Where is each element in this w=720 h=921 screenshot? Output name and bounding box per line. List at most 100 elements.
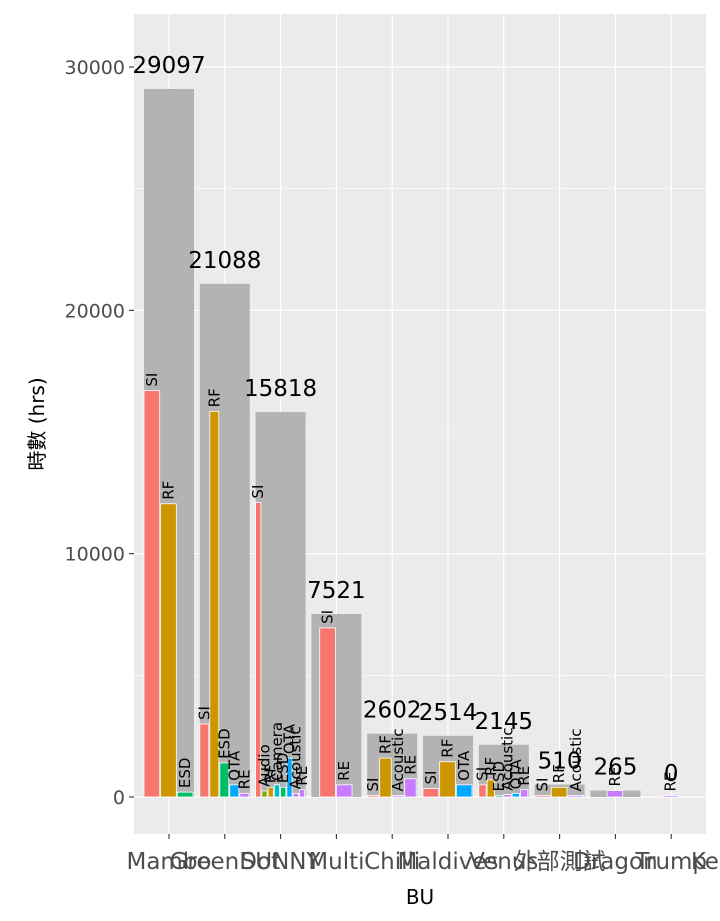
breakdown-label: RF xyxy=(160,481,178,500)
breakdown-label: Acoustic xyxy=(389,728,407,791)
breakdown-bar-camera xyxy=(273,784,281,798)
breakdown-bar-rf xyxy=(486,779,495,798)
breakdown-bar-si xyxy=(255,502,262,798)
x-tick-label: Dragon xyxy=(573,849,658,875)
breakdown-bar-ota xyxy=(286,757,293,798)
breakdown-bar-rf xyxy=(550,786,568,798)
breakdown-bar-re xyxy=(239,792,250,798)
total-label: 2145 xyxy=(475,709,534,735)
breakdown-label: RF xyxy=(482,757,500,776)
breakdown-label: RE xyxy=(335,761,353,781)
breakdown-bar-rf xyxy=(267,786,274,798)
breakdown-label: SI xyxy=(533,778,551,792)
breakdown-bar-si xyxy=(319,627,336,798)
x-tick-label: 外部測試 xyxy=(514,849,606,875)
breakdown-bar-acoustic xyxy=(391,795,405,798)
breakdown-bar-si xyxy=(534,795,551,798)
breakdown-bar-esd xyxy=(176,791,194,798)
breakdown-bar-acoustic xyxy=(503,794,512,798)
breakdown-bar-rf xyxy=(439,761,456,798)
x-tick-label: SUNNY xyxy=(241,849,322,875)
breakdown-label: RE xyxy=(606,767,624,787)
breakdown-label: SI xyxy=(364,778,382,792)
breakdown-label: ESD xyxy=(176,758,194,789)
breakdown-bar-si xyxy=(199,723,210,798)
total-label: 21088 xyxy=(188,248,261,274)
breakdown-bar-re xyxy=(298,789,306,798)
breakdown-label: Camera xyxy=(268,722,286,781)
x-tick-label: GreenDot xyxy=(170,849,280,875)
breakdown-label: Acoustic xyxy=(287,726,305,789)
y-axis: 0 10000 20000 30000 xyxy=(65,57,134,809)
breakdown-label: RF xyxy=(439,739,457,758)
y-tick-label: 20000 xyxy=(65,300,125,322)
breakdown-label: RE xyxy=(662,772,680,792)
breakdown-label: ESD xyxy=(274,753,292,784)
breakdown-label: SI xyxy=(473,767,491,781)
breakdown-bar-audio xyxy=(261,790,268,798)
total-bar xyxy=(255,412,306,797)
breakdown-label: SI xyxy=(422,771,440,785)
breakdown-label: RF xyxy=(550,764,568,783)
breakdown-bar-re xyxy=(520,789,529,798)
breakdown-label: SI xyxy=(319,610,337,624)
breakdown-bar-rf xyxy=(209,410,220,798)
total-label: 2514 xyxy=(419,700,478,726)
breakdown-label: SI xyxy=(143,373,161,387)
breakdown-bar-rf xyxy=(160,503,177,798)
x-tick-label: Venus xyxy=(469,849,538,875)
breakdown-label: SI xyxy=(195,706,213,720)
total-label: 510 xyxy=(538,749,582,775)
breakdown-label: RF xyxy=(376,735,394,754)
breakdown-label: ESD xyxy=(215,728,233,759)
total-label: 7521 xyxy=(307,578,366,604)
y-tick-label: 10000 xyxy=(65,544,125,566)
breakdown-label: OTA xyxy=(225,750,243,781)
x-tick-label: Multi xyxy=(308,849,364,875)
breakdown-label: OTA xyxy=(507,759,525,790)
y-tick-label: 30000 xyxy=(65,57,125,79)
x-tick-label: Kernel xyxy=(691,849,720,875)
breakdown-labels: SIRFESDSIRFESDOTARESIAudioRFCameraESDOTA… xyxy=(143,373,680,792)
total-bar xyxy=(199,283,250,798)
breakdown-label: ESD xyxy=(490,761,508,792)
breakdown-bar-si xyxy=(366,795,380,798)
breakdown-label: Acoustic xyxy=(498,728,516,791)
breakdown-label: RE xyxy=(235,769,253,789)
breakdown-bar-esd xyxy=(219,762,230,798)
breakdown-label: RF xyxy=(205,388,223,407)
breakdown-bar-re xyxy=(662,795,679,798)
x-tick-label: Chilli xyxy=(364,849,420,875)
breakdown-bar-rf xyxy=(379,757,392,798)
breakdown-label: OTA xyxy=(455,750,473,781)
breakdown-bar-si xyxy=(422,788,440,798)
y-tick-label: 0 xyxy=(113,787,125,809)
breakdown-label: RF xyxy=(262,764,280,783)
total-label: 29097 xyxy=(132,53,205,79)
x-tick-label: Maldives xyxy=(397,849,498,875)
total-label: 2602 xyxy=(363,698,422,724)
x-tick-label: Trump xyxy=(634,849,707,875)
y-axis-title: 時數 (hrs) xyxy=(25,377,49,470)
breakdown-label: RE xyxy=(293,766,311,786)
breakdown-bar-esd xyxy=(280,786,287,798)
breakdown-bar-esd xyxy=(495,795,504,798)
breakdown-label: SI xyxy=(249,485,267,499)
breakdown-label: OTA xyxy=(280,723,298,754)
total-label: 0 xyxy=(664,761,679,787)
x-axis-title: BU xyxy=(406,885,434,909)
total-label: 15818 xyxy=(244,376,317,402)
breakdown-bar-ota xyxy=(229,784,240,798)
breakdown-label: RE xyxy=(515,766,533,786)
x-tick-label: Mambo xyxy=(126,849,211,875)
breakdown-label: RE xyxy=(401,755,419,775)
breakdown-bar-re xyxy=(404,778,417,798)
breakdown-bars xyxy=(143,390,679,798)
breakdown-label: Audio xyxy=(255,744,273,787)
breakdown-bar-ota xyxy=(455,784,473,798)
breakdown-label: Acoustic xyxy=(567,728,585,791)
breakdown-bar-acoustic xyxy=(567,795,585,798)
